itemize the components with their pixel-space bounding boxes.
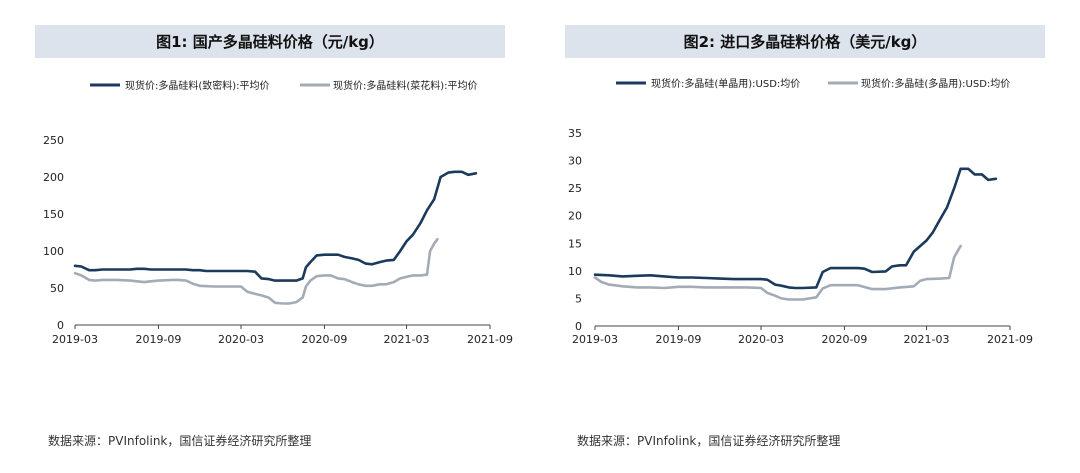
x-tick-label: 2021-09	[987, 333, 1033, 346]
y-tick-label: 20	[568, 210, 582, 223]
x-tick-label: 2020-03	[738, 333, 784, 346]
x-tick-label: 2020-09	[301, 333, 347, 346]
series-line	[593, 244, 962, 301]
series-line	[73, 237, 439, 305]
source-note: 数据来源：PVInfolink，国信证券经济研究所整理	[48, 434, 312, 448]
y-tick-label: 35	[568, 127, 582, 140]
y-tick-label: 200	[43, 171, 64, 184]
legend-label: 现货价:多晶硅料(致密料):平均价	[125, 79, 270, 92]
y-tick-label: 0	[57, 319, 64, 332]
x-tick-label: 2021-03	[384, 333, 430, 346]
chart-domestic-svg: 2019-03 2019-09 2020-03 2020-09 2021-03 2021-…	[43, 79, 513, 346]
y-tick-label: 10	[568, 265, 582, 278]
chart-panel-import: 2019-03 2019-09 2020-03 2020-09 2021-03 2021-…	[540, 0, 1080, 473]
y-tick-label: 30	[568, 155, 582, 168]
chart-panel-domestic: 2019-03 2019-09 2020-03 2020-09 2021-03 2021-…	[35, 25, 513, 448]
chart-import-svg: 2019-03 2019-09 2020-03 2020-09 2021-03 2021-…	[568, 77, 1033, 346]
x-tick-label: 2019-09	[135, 333, 181, 346]
y-tick-label: 0	[575, 320, 582, 333]
x-tick-label: 2021-09	[467, 333, 513, 346]
x-tick-label: 2020-03	[218, 333, 264, 346]
legend-label: 现货价:多晶硅(多晶用):USD:均价	[861, 77, 1010, 90]
x-tick-label: 2020-09	[821, 333, 867, 346]
x-tick-label: 2019-09	[655, 333, 701, 346]
y-tick-label: 25	[568, 182, 582, 195]
y-tick-label: 100	[43, 245, 64, 258]
x-tick-label: 2019-03	[572, 333, 618, 346]
source-note: 数据来源：PVInfolink，国信证券经济研究所整理	[577, 434, 841, 448]
x-tick-label: 2019-03	[52, 333, 98, 346]
y-tick-label: 250	[43, 134, 64, 147]
series-line	[593, 167, 998, 290]
legend-label: 现货价:多晶硅料(菜花料):平均价	[333, 79, 478, 92]
chart-title: 图2: 进口多晶硅料价格（美元/kg）	[565, 25, 1045, 58]
series-line	[73, 170, 478, 282]
y-tick-label: 5	[575, 292, 582, 305]
y-tick-label: 15	[568, 237, 582, 250]
x-tick-label: 2021-03	[904, 333, 950, 346]
y-tick-label: 150	[43, 208, 64, 221]
chart-title: 图1: 国产多晶硅料价格（元/kg）	[35, 25, 505, 58]
legend-label: 现货价:多晶硅(单晶用):USD:均价	[651, 77, 800, 90]
y-tick-label: 50	[50, 282, 64, 295]
